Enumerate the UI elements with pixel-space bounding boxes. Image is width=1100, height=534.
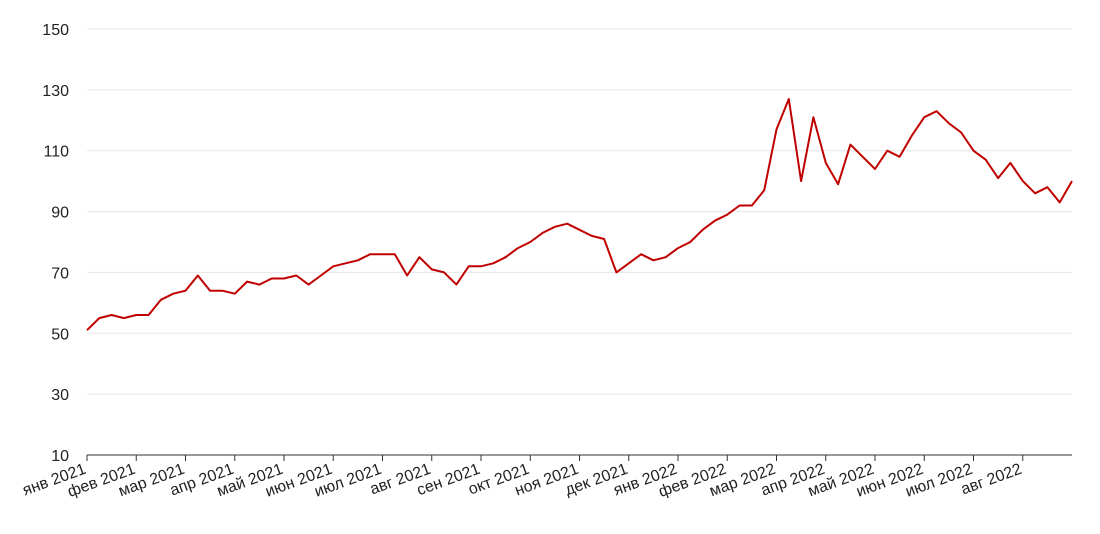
y-tick-label: 110 bbox=[43, 144, 69, 161]
y-tick-label: 10 bbox=[51, 448, 69, 465]
y-tick-label: 90 bbox=[51, 205, 69, 222]
y-tick-label: 30 bbox=[51, 387, 69, 404]
y-tick-label: 150 bbox=[42, 22, 69, 39]
line-series bbox=[86, 98, 1073, 331]
y-tick-label: 130 bbox=[42, 83, 69, 100]
y-tick-label: 70 bbox=[51, 265, 69, 282]
y-tick-label: 50 bbox=[51, 326, 69, 343]
